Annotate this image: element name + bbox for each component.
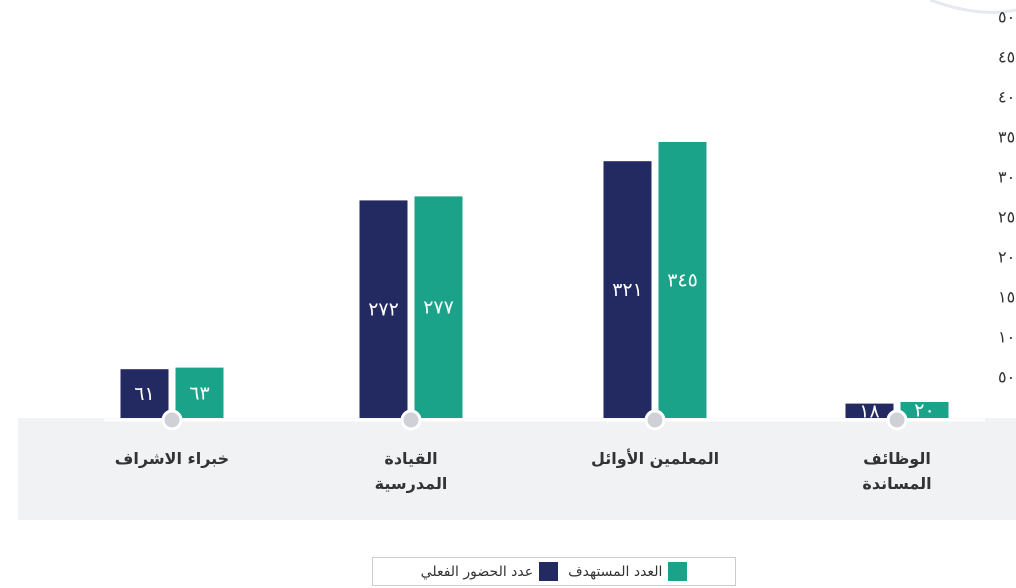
category-label: القيادة المدرسية <box>374 449 448 493</box>
decor-arc <box>929 0 1016 14</box>
bar <box>845 403 894 418</box>
y-tick-label: ٥٠٠ <box>998 8 1016 27</box>
bar <box>414 196 463 418</box>
y-tick-label: ١٠٠ <box>998 328 1016 347</box>
legend-label: العدد المستهدف <box>568 563 663 580</box>
category-panel <box>18 418 1016 520</box>
legend-swatch <box>668 562 688 581</box>
axis-dot <box>161 409 183 431</box>
category-label: خبراء الاشراف <box>114 449 230 468</box>
value-label: ١٨ <box>859 400 879 422</box>
value-label: ٢٠ <box>914 400 934 422</box>
value-label: ٣٤٥ <box>667 270 698 292</box>
y-tick-label: ٤٥٠ <box>998 48 1016 67</box>
legend: عدد الحضور الفعلي العدد المستهدف <box>372 557 736 586</box>
y-tick-label: ٥٠ <box>998 368 1015 387</box>
bar <box>900 402 949 418</box>
value-label: ٢٧٢ <box>368 299 399 321</box>
value-label: ٦١ <box>134 383 154 405</box>
legend-item: العدد المستهدف <box>568 562 688 581</box>
legend-item: عدد الحضور الفعلي <box>420 562 559 581</box>
y-tick-label: ١٥٠ <box>998 288 1016 307</box>
legend-swatch <box>539 562 559 581</box>
y-tick-label: ٢٠٠ <box>998 248 1016 267</box>
y-tick-label: ٢٥٠ <box>998 208 1016 227</box>
y-tick-label: ٤٠٠ <box>998 88 1016 107</box>
axis-dot <box>400 409 422 431</box>
y-tick-label: ٣٥٠ <box>998 128 1016 147</box>
bar <box>658 142 707 418</box>
bar <box>359 200 408 418</box>
value-label: ٦٣ <box>189 382 209 404</box>
category-label: المعلمين الأوائل <box>590 449 720 468</box>
legend-label: عدد الحضور الفعلي <box>420 563 534 580</box>
axis-dot <box>644 409 666 431</box>
category-label: الوظائف المساندة <box>862 449 932 493</box>
y-tick-label: ٣٠٠ <box>998 168 1016 187</box>
bar <box>120 369 169 418</box>
bar <box>603 161 652 418</box>
value-label: ٣٢١ <box>612 279 643 301</box>
bar <box>175 367 224 418</box>
axis-dot <box>886 409 908 431</box>
value-label: ٢٧٧ <box>423 297 454 319</box>
